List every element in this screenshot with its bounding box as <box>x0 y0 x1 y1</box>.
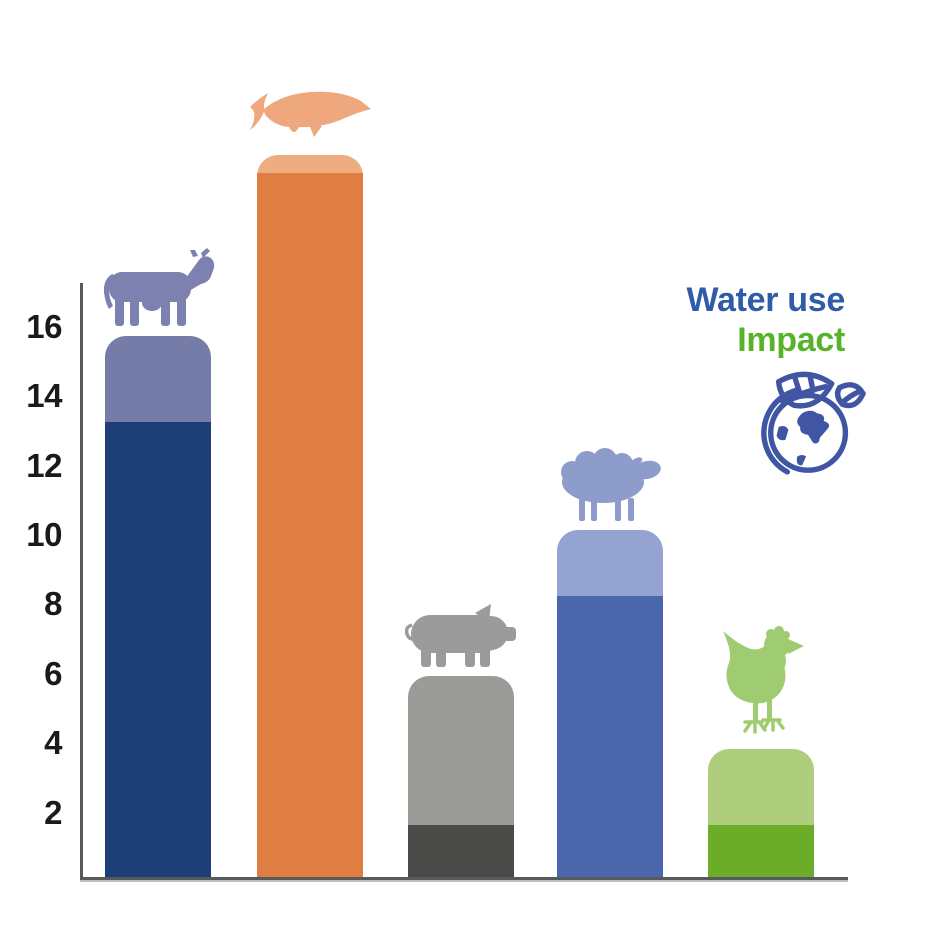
y-tick-label: 12 <box>26 446 62 484</box>
y-tick-label: 16 <box>26 307 62 345</box>
bar-beef-lower-segment <box>105 422 211 877</box>
earth-with-leaves-icon <box>761 371 866 480</box>
y-tick-label: 6 <box>44 654 62 692</box>
chicken-icon <box>723 626 804 734</box>
y-tick-label: 10 <box>26 516 62 553</box>
y-axis-line <box>80 283 83 880</box>
y-tick-label: 2 <box>44 793 62 831</box>
chart-title: Water use Impact <box>545 280 845 360</box>
fish-icon <box>250 91 371 137</box>
y-tick-label: 14 <box>26 377 62 415</box>
title-impact: Impact <box>737 321 845 359</box>
bar-sheep-lower-segment <box>557 596 663 877</box>
y-tick-label: 8 <box>44 585 62 623</box>
y-axis-tick-labels: 2 4 6 8 10 12 14 16 <box>0 0 62 945</box>
sheep-icon <box>561 448 661 521</box>
bar-chicken-lower-segment <box>708 825 814 877</box>
bar-pig-lower-segment <box>408 825 514 877</box>
bar-salmon-lower-segment <box>257 173 363 877</box>
x-axis-line <box>80 877 848 882</box>
pig-icon <box>405 604 516 667</box>
cow-icon <box>103 248 215 326</box>
title-water-use: Water use <box>686 281 845 319</box>
y-tick-label: 4 <box>44 724 62 762</box>
